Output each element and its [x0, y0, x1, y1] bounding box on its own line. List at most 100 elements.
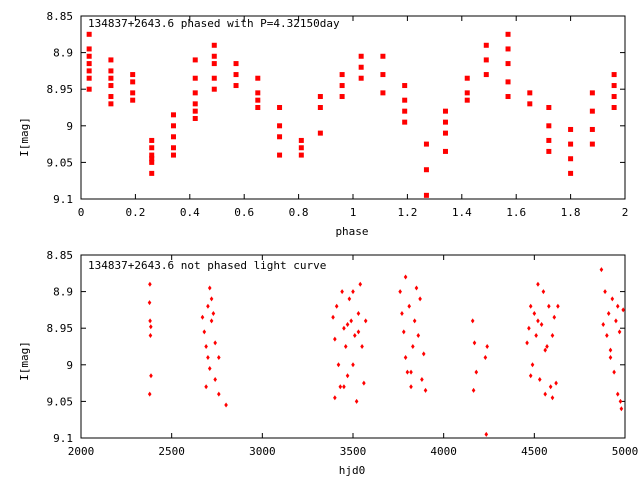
- unphased-data-point: [333, 395, 337, 401]
- unphased-data-point: [550, 395, 555, 401]
- unphased-y-tick-label: 9.05: [47, 395, 74, 408]
- unphased-data-point: [543, 347, 548, 353]
- phased-data-point: [505, 61, 511, 67]
- unphased-data-point: [224, 402, 228, 408]
- unphased-y-tick-label: 9.1: [53, 432, 73, 445]
- phased-data-point: [527, 90, 533, 96]
- phased-y-tick-label: 8.9: [53, 47, 73, 60]
- phased-data-point: [86, 53, 92, 59]
- unphased-x-tick-label: 3500: [340, 445, 367, 458]
- phased-data-point: [108, 83, 114, 89]
- phased-chart-title: 134837+2643.6 phased with P=4.32150day: [88, 17, 340, 30]
- phased-data-point: [149, 170, 155, 176]
- phased-data-point: [170, 123, 176, 129]
- unphased-data-point: [610, 296, 615, 302]
- phased-data-point: [317, 130, 323, 136]
- unphased-data-point: [356, 311, 361, 317]
- phased-data-point: [483, 72, 489, 78]
- phased-data-point: [233, 61, 239, 67]
- phased-data-point: [505, 31, 511, 37]
- phased-data-point: [464, 90, 470, 96]
- unphased-data-point: [621, 307, 625, 313]
- phased-data-point: [108, 75, 114, 81]
- phased-data-point: [546, 148, 552, 154]
- phased-data-point: [505, 46, 511, 52]
- phased-data-point: [589, 90, 595, 96]
- phased-data-point: [277, 134, 283, 140]
- phased-data-point: [339, 72, 345, 78]
- phased-x-tick-label: 0.4: [180, 206, 200, 219]
- phased-data-point: [108, 68, 114, 74]
- phased-data-point: [211, 42, 217, 48]
- unphased-data-point: [356, 329, 361, 335]
- phased-data-point: [546, 123, 552, 129]
- phased-data-point: [211, 61, 217, 67]
- unphased-data-point: [213, 376, 217, 382]
- phased-data-point: [170, 152, 176, 158]
- phased-data-point: [339, 94, 345, 100]
- phased-data-point: [402, 108, 408, 114]
- unphased-data-point: [541, 289, 546, 295]
- phased-data-point: [442, 130, 448, 136]
- phased-data-point: [423, 141, 429, 147]
- unphased-data-point: [485, 344, 489, 349]
- unphased-data-point: [527, 325, 531, 331]
- unphased-data-point: [414, 285, 419, 291]
- unphased-data-point: [207, 365, 212, 371]
- phased-data-point: [86, 75, 92, 81]
- unphased-data-point: [347, 296, 352, 302]
- unphased-data-point: [340, 289, 344, 295]
- phased-data-point: [108, 57, 114, 63]
- unphased-plot-frame: [80, 254, 626, 439]
- unphased-data-point: [354, 398, 359, 404]
- unphased-data-point: [608, 354, 613, 360]
- unphased-data-point: [411, 344, 415, 349]
- unphased-data-point: [615, 391, 620, 397]
- unphased-data-point: [528, 303, 533, 309]
- unphased-data-point: [471, 387, 476, 393]
- unphased-data-point: [349, 318, 353, 324]
- phased-data-point: [442, 148, 448, 154]
- unphased-data-point: [204, 344, 208, 349]
- phased-data-point: [192, 108, 198, 114]
- unphased-data-point: [360, 344, 364, 349]
- phased-data-point: [192, 57, 198, 63]
- unphased-data-point: [403, 354, 408, 360]
- unphased-data-point: [543, 391, 548, 397]
- phased-data-point: [108, 94, 114, 100]
- phased-data-point: [464, 75, 470, 81]
- unphased-data-point: [539, 322, 544, 328]
- phased-data-point: [86, 61, 92, 67]
- unphased-data-point: [342, 384, 346, 390]
- unphased-data-point: [483, 354, 488, 360]
- phased-data-point: [170, 112, 176, 118]
- phased-data-point: [380, 90, 386, 96]
- phased-data-point: [442, 119, 448, 125]
- phased-data-point: [568, 156, 574, 162]
- unphased-data-point: [333, 336, 337, 342]
- phased-data-point: [611, 105, 617, 110]
- unphased-x-tick-label: 5000: [612, 445, 639, 458]
- phased-data-point: [192, 115, 198, 121]
- unphased-data-point: [619, 406, 624, 412]
- phased-data-point: [546, 105, 552, 110]
- phased-data-point: [277, 105, 283, 110]
- phased-data-point: [589, 126, 595, 132]
- unphased-data-point: [525, 340, 529, 346]
- phased-data-point: [317, 94, 323, 100]
- unphased-data-point: [536, 281, 540, 287]
- phased-data-point: [130, 72, 136, 78]
- unphased-data-point: [532, 311, 537, 317]
- phased-data-point: [192, 101, 198, 107]
- unphased-data-point: [534, 333, 538, 339]
- unphased-data-point: [147, 300, 152, 306]
- phased-y-tick-label: 8.85: [47, 10, 74, 23]
- unphased-data-point: [474, 369, 479, 375]
- unphased-y-tick-label: 8.85: [47, 249, 74, 262]
- phased-data-point: [568, 170, 574, 176]
- phased-data-point: [380, 53, 386, 59]
- unphased-data-point: [547, 303, 551, 309]
- phased-data-point: [86, 68, 92, 74]
- unphased-data-point: [530, 362, 535, 368]
